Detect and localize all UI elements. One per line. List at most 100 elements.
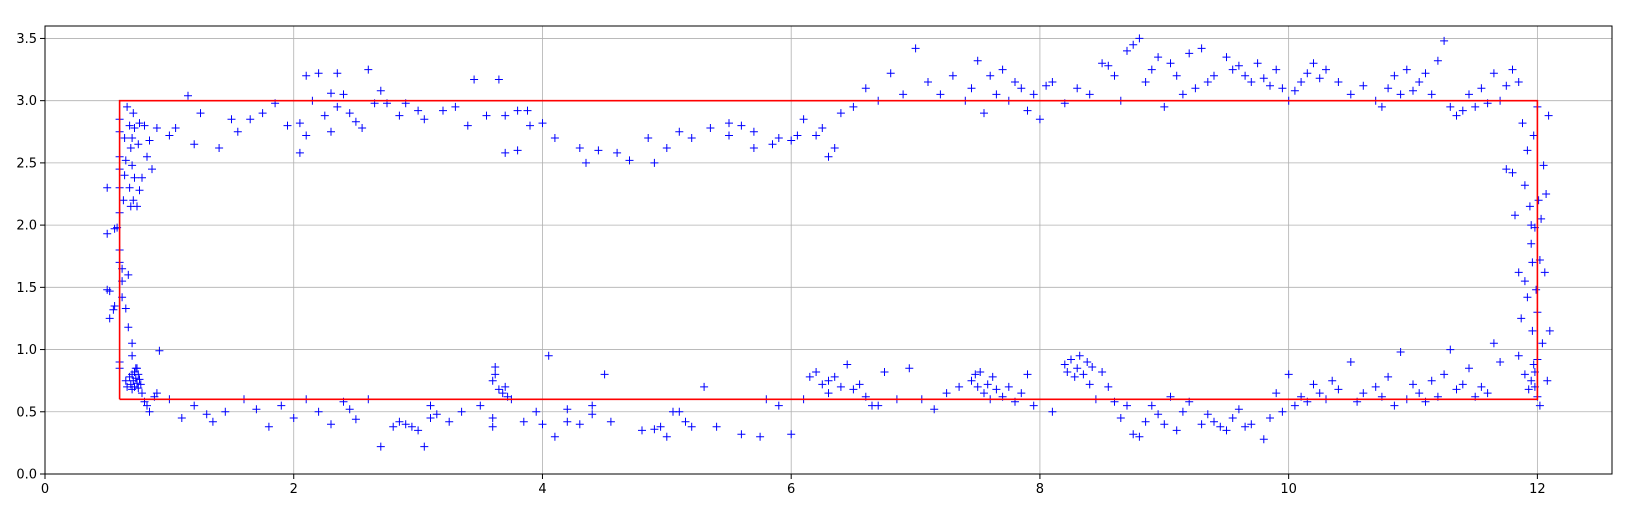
scatter-point: [470, 75, 479, 84]
scatter-point: [120, 134, 129, 142]
scatter-point: [491, 363, 500, 371]
scatter-point: [1110, 71, 1119, 80]
boundary-rectangle-line: [118, 99, 1539, 401]
scatter-point: [1514, 78, 1523, 86]
scatter-point: [190, 140, 199, 149]
scatter-point: [177, 414, 186, 422]
x-tick-label: 8: [1036, 482, 1044, 497]
scatter-point: [1532, 285, 1541, 294]
scatter-point: [983, 380, 992, 389]
scatter-point: [414, 106, 423, 115]
scatter-point: [227, 115, 236, 124]
scatter-point: [992, 385, 1001, 394]
scatter-point: [152, 124, 161, 132]
scatter-point: [1141, 78, 1150, 86]
scatter-point: [351, 415, 360, 424]
scatter-point: [128, 161, 137, 170]
scatter-point: [1104, 382, 1113, 391]
scatter-point: [1123, 46, 1131, 55]
scatter-point: [152, 389, 161, 398]
scatter-point: [135, 119, 144, 128]
scatter-point: [1266, 414, 1274, 422]
scatter-point: [1083, 358, 1092, 366]
scatter-point: [252, 405, 261, 414]
scatter-point: [1278, 84, 1287, 93]
scatter-point: [1346, 358, 1355, 366]
scatter-point: [1297, 78, 1306, 86]
scatter-point: [1543, 376, 1552, 385]
data-layer: [103, 34, 1554, 451]
scatter-point: [1234, 61, 1243, 70]
scatter-point: [134, 140, 143, 149]
scatter-point: [345, 405, 354, 414]
scatter-point: [532, 407, 541, 416]
scatter-point: [1402, 65, 1411, 74]
scatter-point: [133, 202, 141, 211]
scatter-point: [550, 432, 559, 441]
x-tick-label: 2: [290, 482, 298, 497]
scatter-point: [1154, 53, 1163, 62]
scatter-point: [451, 102, 460, 111]
scatter-point: [128, 134, 137, 142]
scatter-point: [855, 380, 864, 389]
scatter-point: [407, 422, 416, 431]
scatter-point: [812, 131, 821, 140]
scatter-point: [1446, 102, 1455, 111]
scatter-point: [358, 124, 367, 132]
scatter-point: [662, 432, 671, 441]
scatter-point: [805, 372, 814, 381]
scatter-point: [725, 131, 733, 140]
scatter-point: [121, 156, 130, 165]
scatter-point: [843, 360, 852, 369]
scatter-point: [1197, 44, 1206, 53]
scatter-point: [1035, 115, 1044, 124]
x-axis-ticks: 0 2 4 6 8 10 12: [41, 474, 1546, 497]
scatter-point: [737, 121, 746, 130]
scatter-point: [998, 65, 1007, 74]
scatter-point: [1241, 422, 1250, 431]
scatter-point: [148, 165, 156, 174]
scatter-point: [143, 401, 151, 410]
scatter-point: [1075, 351, 1084, 360]
scatter-point: [1520, 370, 1529, 379]
scatter-point: [1535, 401, 1544, 410]
scatter-point: [818, 124, 827, 132]
scatter-point: [1520, 181, 1529, 190]
scatter-point: [264, 422, 273, 431]
scatter-point: [774, 401, 783, 410]
scatter-point: [501, 111, 510, 120]
scatter-point: [849, 102, 858, 111]
scatter-point: [513, 146, 522, 155]
scatter-point: [1458, 380, 1467, 389]
scatter-point: [1322, 65, 1330, 74]
scatter-point: [1545, 326, 1554, 335]
scatter-point: [1063, 368, 1072, 376]
scatter-point: [145, 407, 154, 416]
scatter-point: [1222, 53, 1231, 62]
scatter-point: [563, 405, 572, 414]
scatter-point: [936, 90, 945, 99]
scatter-point: [1371, 382, 1380, 391]
scatter-point: [967, 376, 976, 385]
scatter-point: [121, 376, 130, 385]
scatter-point: [973, 382, 982, 391]
scatter-point: [133, 364, 141, 373]
scatter-point: [1029, 90, 1038, 99]
scatter-point: [1415, 389, 1424, 398]
scatter-point: [501, 148, 510, 157]
scatter-point: [215, 144, 224, 152]
scatter-point: [880, 368, 889, 376]
scatter-point: [414, 426, 423, 435]
scatter-point: [1334, 385, 1343, 394]
scatter-point: [1160, 102, 1169, 111]
scatter-point: [138, 389, 146, 398]
scatter-point: [793, 131, 802, 140]
scatter-point: [1517, 314, 1526, 323]
scatter-point: [976, 368, 985, 376]
scatter-point: [134, 370, 143, 379]
x-tick-label: 4: [538, 482, 546, 497]
scatter-point: [128, 351, 137, 360]
scatter-point: [582, 158, 590, 167]
scatter-point: [1073, 84, 1082, 93]
